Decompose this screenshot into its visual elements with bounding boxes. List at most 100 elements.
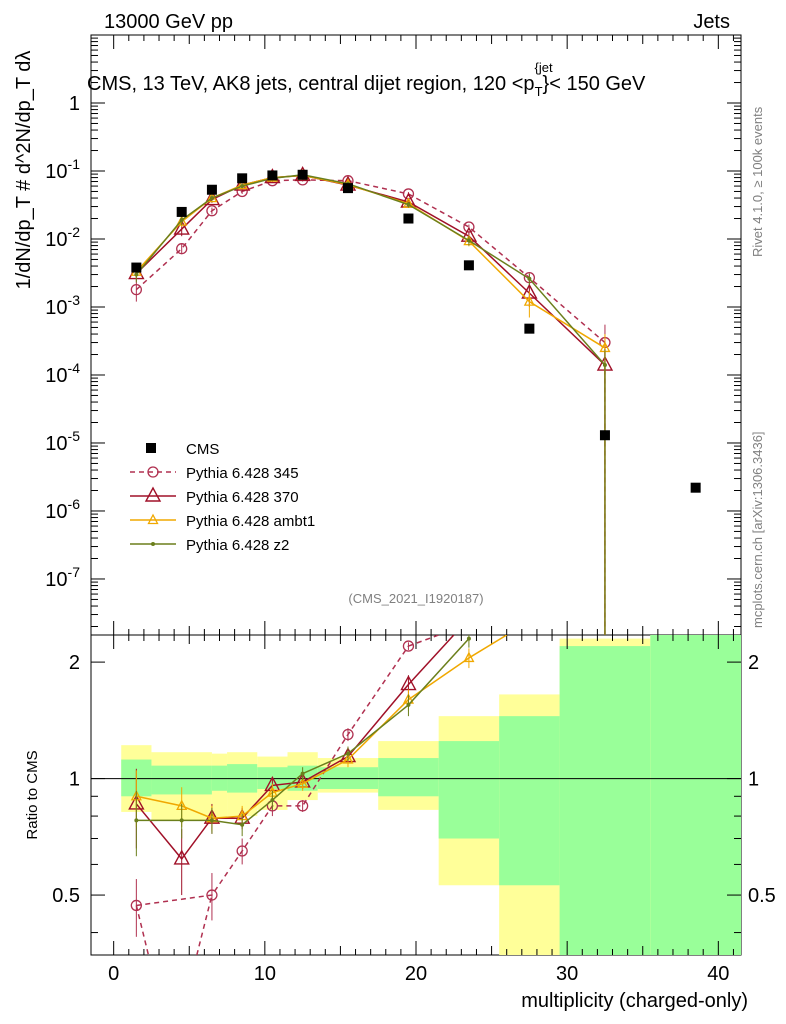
y-axis-label-ratio: Ratio to CMS (24, 750, 41, 839)
cms-point (599, 430, 610, 441)
plot-title: CMS, 13 TeV, AK8 jets, central dijet reg… (87, 60, 646, 99)
series-point-main-2 (523, 295, 535, 306)
y-tick-label-ratio: 1 (69, 769, 80, 791)
series-point-main-3 (406, 202, 411, 207)
cms-point (131, 262, 142, 273)
series-point-ratio-3 (134, 818, 139, 823)
series-point-main-3 (466, 238, 471, 243)
series-point-ratio-0 (236, 845, 248, 857)
ratio-series-group (128, 635, 508, 955)
legend-label-0: Pythia 6.428 345 (186, 465, 299, 482)
y-tick-label-main: 10-7 (45, 564, 80, 591)
series-point-main-1 (203, 190, 221, 206)
series-point-ratio-2 (297, 777, 309, 788)
y-tick-label-main: 10-6 (45, 496, 80, 523)
cms-point (297, 169, 308, 180)
cms-point (237, 173, 248, 184)
series-point-ratio-3 (300, 771, 305, 776)
series-point-ratio-3 (179, 818, 184, 823)
series-point-ratio-2 (342, 753, 354, 764)
cms-point (463, 260, 474, 271)
x-tick-label: 30 (556, 963, 578, 985)
plot-title-end: }< 150 GeV (543, 73, 647, 95)
series-point-ratio-3 (406, 702, 411, 707)
series-point-ratio-3 (466, 636, 471, 641)
series-point-main-2 (176, 215, 188, 226)
series-segment-ratio-0 (135, 905, 150, 955)
plot-title-sup: {jet (535, 60, 553, 75)
series-segment-ratio-1 (407, 635, 455, 686)
ratio-band-inner (499, 716, 560, 886)
series-segment-ratio-0 (196, 894, 213, 955)
y-tick-label-ratio-right: 0.5 (748, 885, 776, 907)
series-point-main-1 (173, 219, 190, 235)
y-tick-label-main: 10-4 (45, 360, 80, 387)
series-point-main-2 (236, 178, 248, 190)
y-tick-label-ratio-right: 2 (748, 652, 759, 674)
y-axis-label-main: 1/dN/dp_T # d^2N/dp_T dλ (13, 51, 35, 290)
legend-marker-0 (147, 466, 159, 478)
series-point-ratio-3 (270, 798, 275, 803)
y-tick-label-main: 10-3 (45, 292, 80, 319)
legend-cms-marker (146, 443, 156, 453)
series-point-ratio-0 (342, 728, 354, 741)
series-point-ratio-3 (209, 818, 214, 823)
series-point-main-0 (130, 283, 142, 296)
legend-marker-1 (144, 486, 162, 502)
y-tick-label-main: 10-2 (45, 224, 80, 251)
x-tick-label: 0 (108, 963, 119, 985)
cms-point (403, 213, 414, 224)
y-tick-label-ratio: 2 (69, 652, 80, 674)
series-point-ratio-0 (402, 640, 415, 652)
series-point-main-3 (209, 196, 214, 201)
cms-point (267, 170, 278, 181)
series-segment-ratio-2 (468, 635, 508, 659)
series-point-ratio-3 (345, 751, 350, 756)
series-point-main-3 (179, 218, 184, 223)
series-point-main-0 (206, 205, 218, 217)
mcplots-label: mcplots.cern.ch [arXiv:1306.3436] (750, 431, 765, 628)
y-tick-label-main: 10-1 (45, 156, 80, 183)
header-left: 13000 GeV pp (104, 11, 233, 33)
legend-label-2: Pythia 6.428 ambt1 (186, 513, 315, 530)
series-point-ratio-0 (130, 899, 142, 912)
series-point-main-3 (134, 272, 139, 277)
series-point-main-3 (240, 184, 245, 189)
ratio-band-inner (438, 741, 500, 839)
series-point-main-3 (527, 276, 532, 281)
y-tick-label-main: 1 (69, 93, 80, 115)
legend-label-1: Pythia 6.428 370 (186, 489, 299, 506)
series-point-ratio-0 (206, 889, 218, 901)
analysis-tag: (CMS_2021_I1920187) (348, 591, 483, 606)
series-point-ratio-0 (296, 800, 309, 812)
y-tick-label-ratio: 0.5 (52, 885, 80, 907)
legend-marker-2 (147, 513, 159, 525)
series-point-main-3 (602, 363, 607, 368)
rivet-label: Rivet 4.1.0, ≥ 100k events (750, 106, 765, 257)
series-line-ratio-1 (135, 684, 410, 861)
y-tick-label-ratio-right: 1 (748, 769, 759, 791)
x-tick-label: 20 (405, 963, 427, 985)
ratio-band-inner (650, 635, 741, 955)
cms-point (342, 183, 353, 194)
ratio-band-inner (559, 646, 651, 955)
y-tick-label-main: 10-5 (45, 428, 80, 455)
x-tick-label: 10 (254, 963, 276, 985)
series-point-ratio-3 (240, 822, 245, 827)
x-axis-label: multiplicity (charged-only) (521, 990, 748, 1012)
x-tick-label: 40 (707, 963, 729, 985)
legend-label-3: Pythia 6.428 z2 (186, 537, 289, 554)
legend-cms-label: CMS (186, 441, 219, 458)
y-axis-label-main-text: 1/dN/dp_T # d^2N/dp_T dλ (13, 51, 35, 290)
cms-point (176, 206, 187, 217)
series-point-main-0 (176, 243, 188, 255)
series-point-ratio-2 (463, 651, 475, 663)
ratio-band-inner (378, 758, 439, 797)
cms-point (524, 323, 535, 334)
plot-title-sub: T (535, 84, 543, 99)
series-point-ratio-1 (173, 849, 190, 865)
cms-point (690, 482, 701, 493)
series-line-main-3 (135, 174, 606, 366)
header-right: Jets (693, 11, 730, 33)
